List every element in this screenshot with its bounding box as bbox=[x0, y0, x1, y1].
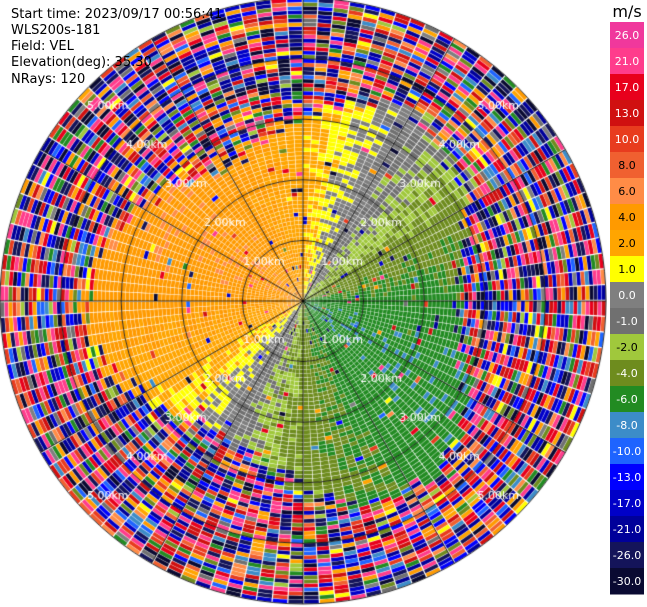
field-label: Field: VEL bbox=[11, 39, 74, 54]
colorbar-tick-label: -10.0 bbox=[613, 445, 641, 458]
colorbar-swatch bbox=[610, 178, 644, 205]
colorbar-swatch bbox=[610, 152, 644, 179]
colorbar-tick-label: 2.0 bbox=[618, 237, 636, 250]
ppi-radar-plot bbox=[0, 0, 607, 607]
colorbar-tick-label: -4.0 bbox=[616, 367, 637, 380]
colorbar-tick-label: -8.0 bbox=[616, 419, 637, 432]
colorbar-swatch bbox=[610, 438, 644, 465]
colorbar-swatch bbox=[610, 386, 644, 413]
colorbar-tick-label: 13.0 bbox=[615, 107, 640, 120]
colorbar-swatch bbox=[610, 568, 644, 595]
colorbar-swatch bbox=[610, 360, 644, 387]
colorbar-tick-label: 8.0 bbox=[618, 159, 636, 172]
colorbar-tick-label: -30.0 bbox=[613, 575, 641, 588]
elevation-label: Elevation(deg): 35.30 bbox=[11, 55, 152, 70]
colorbar-swatch bbox=[610, 464, 644, 491]
colorbar-tick-label: -13.0 bbox=[613, 471, 641, 484]
colorbar-swatch bbox=[610, 48, 644, 75]
colorbar-tick-label: -1.0 bbox=[616, 315, 637, 328]
instrument-label: WLS200s-181 bbox=[11, 23, 101, 38]
colorbar-tick-label: 4.0 bbox=[618, 211, 636, 224]
colorbar-tick-label: 21.0 bbox=[615, 55, 640, 68]
colorbar: m/s 26.0 21.0 17.0 13.0 10.0 8.0 6.0 4.0 2.0 1.0 0.… bbox=[610, 2, 644, 595]
colorbar-tick-label: -21.0 bbox=[613, 523, 641, 536]
colorbar-swatch bbox=[610, 256, 644, 283]
colorbar-swatch bbox=[610, 308, 644, 335]
colorbar-tick-label: 17.0 bbox=[615, 81, 640, 94]
colorbar-swatch bbox=[610, 230, 644, 257]
colorbar-tick-label: 26.0 bbox=[615, 29, 640, 42]
colorbar-tick-label: 6.0 bbox=[618, 185, 636, 198]
colorbar-tick-label: -17.0 bbox=[613, 497, 641, 510]
colorbar-tick-label: 1.0 bbox=[618, 263, 636, 276]
start-time-label: Start time: 2023/09/17 00:56:41 bbox=[11, 7, 223, 22]
nrays-label: NRays: 120 bbox=[11, 72, 86, 87]
colorbar-tick-label: -6.0 bbox=[616, 393, 637, 406]
colorbar-swatch bbox=[610, 490, 644, 517]
colorbar-swatch bbox=[610, 412, 644, 439]
colorbar-unit: m/s bbox=[612, 2, 641, 21]
colorbar-tick-label: -26.0 bbox=[613, 549, 641, 562]
colorbar-tick-label: 0.0 bbox=[618, 289, 636, 302]
colorbar-tick-label: 10.0 bbox=[615, 133, 640, 146]
colorbar-swatch bbox=[610, 100, 644, 127]
colorbar-swatch bbox=[610, 334, 644, 361]
colorbar-swatch bbox=[610, 282, 644, 309]
colorbar-tick-label: -2.0 bbox=[616, 341, 637, 354]
colorbar-swatch bbox=[610, 22, 644, 49]
colorbar-swatch bbox=[610, 74, 644, 101]
colorbar-swatch bbox=[610, 126, 644, 153]
colorbar-swatch bbox=[610, 542, 644, 569]
colorbar-swatch bbox=[610, 516, 644, 543]
colorbar-swatch bbox=[610, 204, 644, 231]
